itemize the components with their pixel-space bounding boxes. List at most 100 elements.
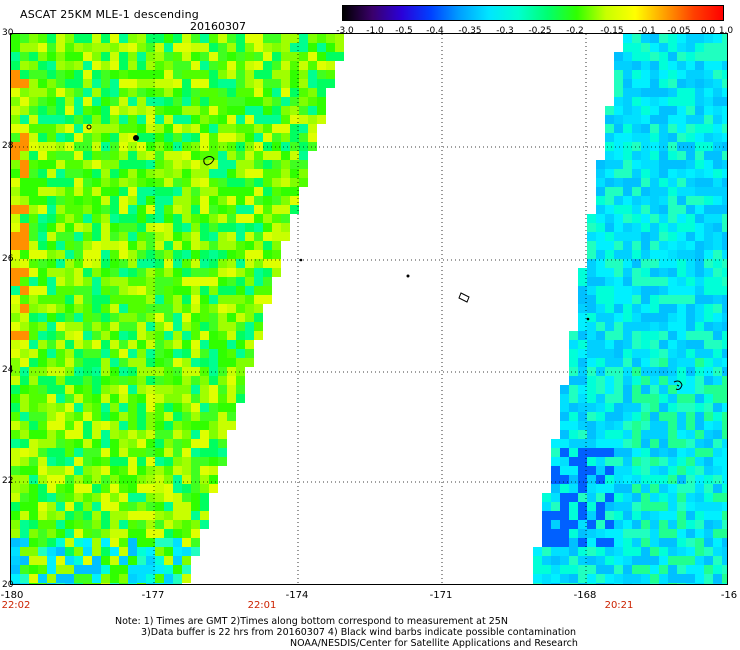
wind-cell [20, 331, 29, 340]
wind-cell [227, 223, 236, 232]
wind-cell [119, 376, 128, 385]
wind-cell [596, 160, 605, 169]
wind-cell [632, 403, 641, 412]
wind-cell [83, 538, 92, 547]
wind-cell [227, 178, 236, 187]
wind-cell [11, 232, 20, 241]
wind-cell [533, 547, 542, 556]
wind-cell [92, 502, 101, 511]
wind-cell [83, 97, 92, 106]
wind-cell [659, 196, 668, 205]
wind-cell [128, 358, 137, 367]
wind-cell [128, 583, 137, 584]
wind-cell [128, 205, 137, 214]
wind-cell [722, 52, 727, 61]
wind-cell [11, 313, 20, 322]
wind-cell [560, 493, 569, 502]
wind-cell [614, 394, 623, 403]
wind-cell [236, 70, 245, 79]
wind-cell [101, 61, 110, 70]
wind-cell [659, 448, 668, 457]
wind-cell [605, 412, 614, 421]
wind-cell [578, 538, 587, 547]
wind-cell [191, 349, 200, 358]
wind-cell [659, 403, 668, 412]
wind-cell [677, 331, 686, 340]
wind-cell [29, 232, 38, 241]
wind-cell [47, 349, 56, 358]
wind-cell [686, 403, 695, 412]
wind-cell [173, 529, 182, 538]
wind-cell [317, 52, 326, 61]
wind-cell [101, 250, 110, 259]
wind-cell [47, 457, 56, 466]
wind-cell [713, 70, 722, 79]
wind-cell [137, 574, 146, 583]
wind-cell [83, 376, 92, 385]
wind-cell [713, 205, 722, 214]
wind-cell [227, 385, 236, 394]
wind-cell [92, 412, 101, 421]
wind-cell [722, 385, 727, 394]
wind-cell [668, 169, 677, 178]
wind-cell [695, 403, 704, 412]
wind-cell [92, 223, 101, 232]
wind-cell [272, 178, 281, 187]
wind-cell [209, 97, 218, 106]
wind-cell [722, 367, 727, 376]
wind-cell [317, 97, 326, 106]
wind-cell [299, 88, 308, 97]
wind-cell [704, 583, 713, 584]
wind-cell [11, 547, 20, 556]
wind-cell [578, 268, 587, 277]
wind-cell [209, 223, 218, 232]
wind-cell [164, 547, 173, 556]
wind-cell [209, 376, 218, 385]
wind-cell [146, 304, 155, 313]
wind-cell [704, 439, 713, 448]
wind-cell [164, 565, 173, 574]
wind-cell [155, 160, 164, 169]
wind-cell [110, 421, 119, 430]
wind-cell [146, 268, 155, 277]
wind-cell [632, 79, 641, 88]
wind-cell [209, 34, 218, 43]
wind-cell [668, 277, 677, 286]
wind-cell [236, 214, 245, 223]
wind-cell [182, 52, 191, 61]
wind-cell [173, 223, 182, 232]
lon-label: -16 [720, 590, 738, 601]
wind-cell [587, 574, 596, 583]
wind-cell [650, 34, 659, 43]
wind-cell [704, 511, 713, 520]
wind-cell [704, 70, 713, 79]
wind-cell [11, 421, 20, 430]
wind-cell [119, 88, 128, 97]
wind-cell [623, 142, 632, 151]
wind-cell [128, 538, 137, 547]
wind-cell [641, 583, 650, 584]
wind-cell [20, 502, 29, 511]
wind-cell [20, 205, 29, 214]
wind-cell [677, 574, 686, 583]
wind-cell [659, 538, 668, 547]
wind-cell [623, 475, 632, 484]
wind-cell [92, 142, 101, 151]
wind-cell [659, 493, 668, 502]
wind-cell [38, 259, 47, 268]
wind-cell [641, 484, 650, 493]
wind-cell [245, 187, 254, 196]
wind-cell [56, 331, 65, 340]
wind-cell [632, 106, 641, 115]
wind-cell [83, 142, 92, 151]
wind-cell [713, 511, 722, 520]
wind-cell [695, 565, 704, 574]
wind-cell [695, 340, 704, 349]
wind-cell [668, 133, 677, 142]
wind-cell [236, 250, 245, 259]
wind-cell [11, 556, 20, 565]
wind-cell [110, 574, 119, 583]
wind-cell [182, 295, 191, 304]
wind-cell [677, 484, 686, 493]
wind-cell [38, 574, 47, 583]
